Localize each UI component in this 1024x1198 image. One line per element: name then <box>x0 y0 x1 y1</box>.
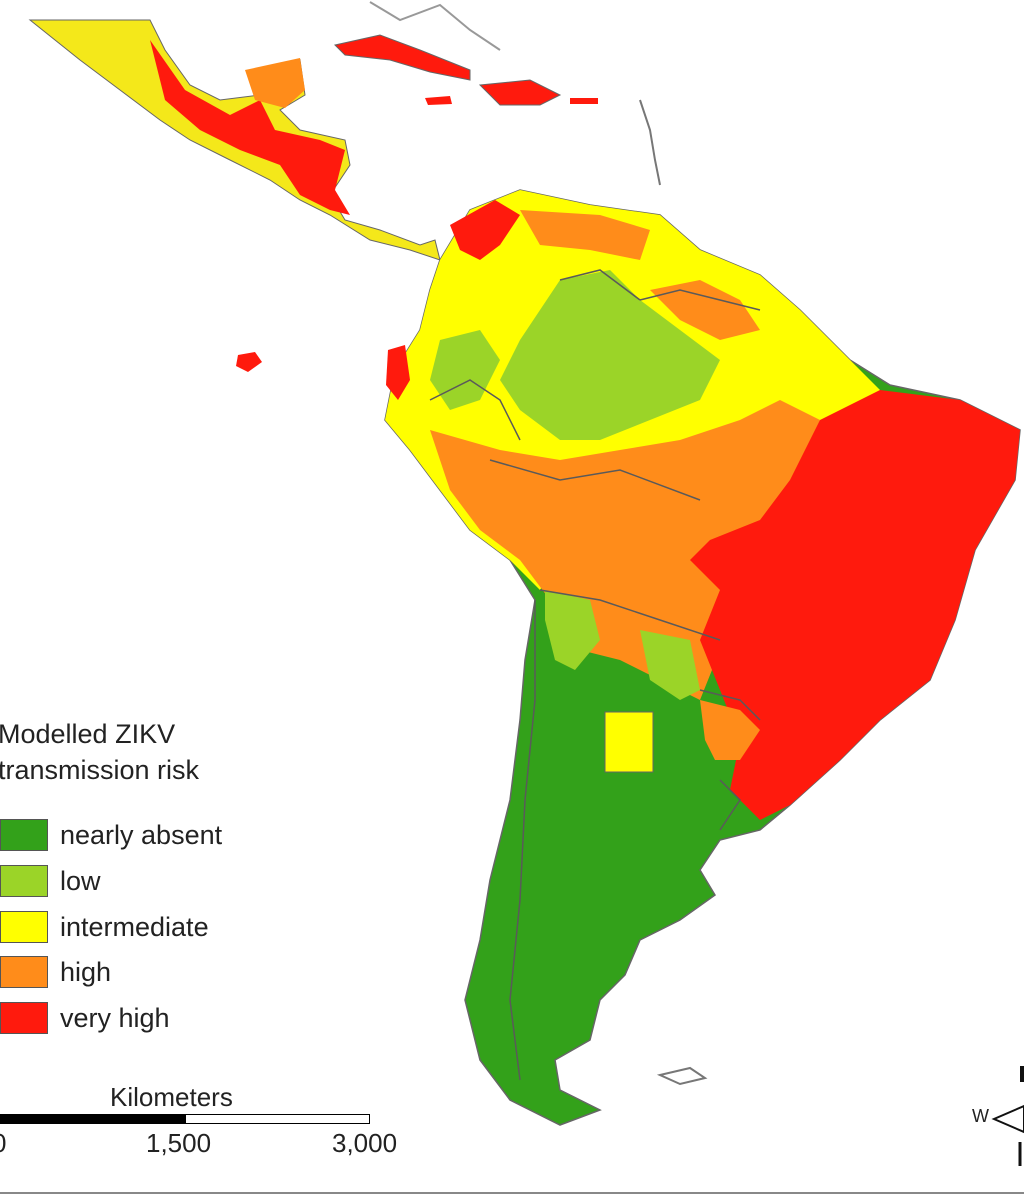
scale-tick-label: 1,500 <box>146 1128 212 1158</box>
north-arrow: W <box>966 1062 1024 1172</box>
cuba <box>334 34 471 81</box>
lesser-antilles <box>639 99 661 186</box>
paraguay-low <box>640 630 700 700</box>
brazil-very-high <box>690 390 1020 820</box>
ecuador-high <box>386 345 410 400</box>
legend-item-high: high <box>0 956 300 990</box>
yucatan-high <box>245 58 305 108</box>
puerto-rico <box>570 98 598 104</box>
legend-title-line1: Modelled ZIKV <box>0 719 176 749</box>
swatch-high <box>0 956 48 988</box>
legend-title-line2: transmission risk <box>0 755 200 785</box>
legend-label: very high <box>60 1003 170 1033</box>
mexico-south-high <box>150 40 350 215</box>
swatch-intermediate <box>0 911 48 943</box>
argentina-intermediate-spot <box>604 711 654 773</box>
scale-unit-label: Kilometers <box>110 1082 233 1112</box>
legend-label: low <box>60 866 101 896</box>
south-brazil-high <box>700 700 760 760</box>
hispaniola <box>478 79 562 106</box>
scale-tick-label: 3,000 <box>332 1128 398 1158</box>
legend-item-low: low <box>0 865 300 899</box>
bolivia-low <box>545 590 600 670</box>
frame-border <box>0 1192 1024 1194</box>
guianas-high <box>650 280 760 340</box>
bahamas <box>369 1 501 51</box>
venezuela-high <box>520 210 650 260</box>
legend-label: intermediate <box>60 912 209 942</box>
scale-tick-label: 0 <box>0 1128 6 1159</box>
country-borders <box>429 269 761 1081</box>
legend-item-very-high: very high <box>0 1002 300 1036</box>
legend-item-intermediate: intermediate <box>0 911 300 945</box>
swatch-low <box>0 865 48 897</box>
swatch-nearly-absent <box>0 819 48 851</box>
scale-bar-segment-black <box>0 1114 185 1124</box>
compass-west-label: W <box>972 1106 989 1126</box>
jamaica <box>425 96 452 105</box>
swatch-very-high <box>0 1002 48 1034</box>
scale-bar-segment-white <box>185 1114 370 1124</box>
falklands <box>656 1066 708 1086</box>
amazon-low <box>500 270 720 440</box>
scale-bar: Kilometers 0 1,500 3,000 <box>0 1080 420 1170</box>
amazon-low-west <box>430 330 500 410</box>
compass-icon <box>991 1066 1024 1166</box>
legend-label: high <box>60 957 112 987</box>
legend-item-nearly-absent: nearly absent <box>0 819 300 853</box>
galapagos <box>236 352 262 372</box>
legend-title: Modelled ZIKV transmission risk <box>0 716 298 788</box>
colombia-high <box>450 200 520 260</box>
legend-label: nearly absent <box>60 820 223 850</box>
